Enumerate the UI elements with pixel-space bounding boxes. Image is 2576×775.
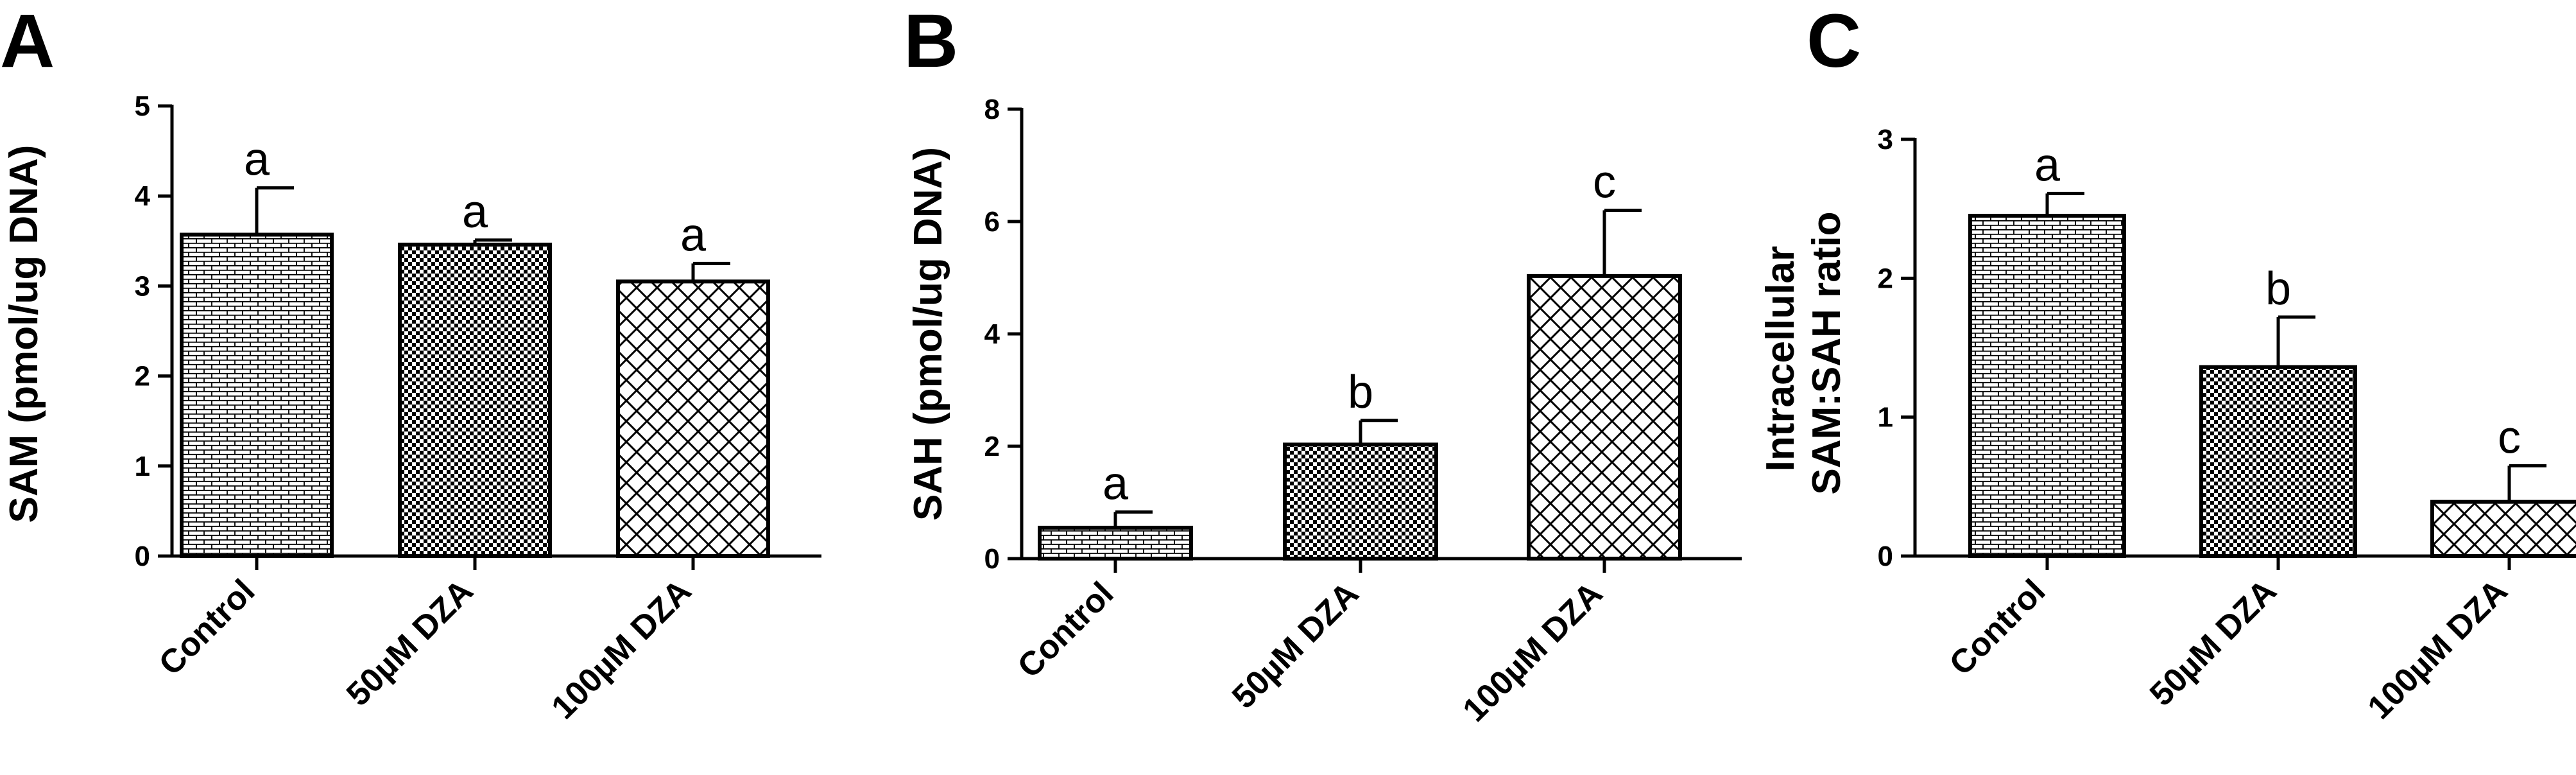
- panel-b-x-tick-label: Control: [1011, 575, 1121, 685]
- panel-a-y-tick-label: 4: [135, 180, 151, 212]
- panel-a-bar-rect: [398, 242, 552, 558]
- panel-b-significance-label: c: [1593, 157, 1616, 208]
- panel-c-letter: C: [1807, 0, 1861, 83]
- panel-a-y-tick-label: 5: [135, 91, 150, 122]
- panel-c-bar-3: c: [2430, 412, 2576, 559]
- panel-c-y-tick-label: 2: [1878, 263, 1893, 294]
- panel-b-y-tick-label: 4: [984, 318, 1000, 350]
- panel-a-plot: 0 1 2 3 4 5 a Control a 50µM DZA a 100µM DZA: [135, 91, 821, 726]
- panel-c-bar-rect: [2430, 500, 2576, 559]
- panel-c-bar-1: a: [1968, 139, 2126, 558]
- panel-b-x-tick-label: 50µM DZA: [1225, 575, 1366, 716]
- panel-c-x-tick-label: 100µM DZA: [2361, 572, 2515, 726]
- panel-c-y-axis-label: Intracellular SAM:SAH ratio: [1758, 212, 1849, 495]
- panel-b-y-axis-label: SAH (pmol/ug DNA): [906, 147, 950, 521]
- panel-c-bar-rect: [2199, 365, 2357, 559]
- panel-b-y-tick-label: 0: [984, 543, 1000, 575]
- panel-b: B SAH (pmol/ug DNA) 0 2 4 6 8 a Control b 50µM D…: [904, 0, 1742, 729]
- panel-b-significance-label: b: [1348, 367, 1373, 418]
- panel-a-x-tick-label: 100µM DZA: [545, 572, 699, 726]
- panel-a-bar-rect: [180, 232, 334, 558]
- panel-b-y-tick-label: 2: [984, 431, 1000, 462]
- panel-a-x-tick-label: 50µM DZA: [339, 572, 481, 713]
- panel-a-y-tick-label: 2: [135, 361, 150, 392]
- panel-a-significance-label: a: [680, 209, 707, 261]
- panel-b-significance-label: a: [1103, 458, 1129, 509]
- panel-b-bar-rect: [1527, 274, 1682, 561]
- panel-b-bar-rect: [1038, 525, 1193, 561]
- panel-c: C Intracellular SAM:SAH ratio 0 1 2 3 a Contr…: [1758, 0, 2576, 726]
- panel-c-bar-rect: [1968, 213, 2126, 558]
- panel-b-x-tick-label: 100µM DZA: [1456, 575, 1610, 729]
- panel-a-significance-label: a: [462, 186, 488, 238]
- panel-c-x-tick-label: 50µM DZA: [2143, 572, 2284, 713]
- panel-b-letter: B: [904, 0, 958, 83]
- panel-a: A SAM (pmol/ug DNA) 0 1 2 3 4 5 a Control a 50µM …: [0, 0, 821, 726]
- panel-a-x-tick-label: Control: [152, 572, 262, 683]
- panel-b-bar-2: b: [1283, 367, 1438, 561]
- panel-a-y-tick-label: 0: [135, 541, 150, 572]
- panel-c-plot: 0 1 2 3 a Control b 50µM DZA c 100µM DZA: [1878, 124, 2576, 726]
- panel-a-bar-3: a: [616, 209, 770, 558]
- panel-c-significance-label: a: [2034, 139, 2061, 191]
- panel-a-bar-2: a: [398, 186, 552, 558]
- panel-a-y-axis-label: SAM (pmol/ug DNA): [2, 145, 46, 523]
- panel-a-bar-1: a: [180, 134, 334, 558]
- panel-a-letter: A: [0, 0, 55, 83]
- panel-c-x-tick-label: Control: [1943, 572, 2053, 683]
- panel-c-y-tick-label: 1: [1878, 402, 1893, 433]
- panel-a-y-tick-label: 3: [135, 270, 150, 302]
- panel-c-y-axis-label-line-1: Intracellular: [1758, 246, 1803, 471]
- panel-c-y-tick-label: 3: [1878, 124, 1893, 155]
- panel-b-bar-1: a: [1038, 458, 1193, 561]
- panel-c-significance-label: b: [2265, 263, 2291, 315]
- panel-a-y-tick-label: 1: [135, 451, 150, 482]
- panel-a-bar-rect: [616, 279, 770, 558]
- panel-b-y-tick-label: 8: [984, 94, 1000, 125]
- panel-c-y-axis-label-line-2: SAM:SAH ratio: [1805, 212, 1849, 495]
- panel-b-plot: 0 2 4 6 8 a Control b 50µM DZA c 100µM DZA: [984, 94, 1742, 729]
- panel-c-bar-2: b: [2199, 263, 2357, 559]
- panel-b-y-tick-label: 6: [984, 206, 1000, 238]
- panel-b-bar-3: c: [1527, 157, 1682, 561]
- panel-b-bar-rect: [1283, 442, 1438, 561]
- panel-c-y-tick-label: 0: [1878, 541, 1893, 572]
- panel-a-significance-label: a: [244, 134, 270, 186]
- panel-c-significance-label: c: [2498, 412, 2521, 463]
